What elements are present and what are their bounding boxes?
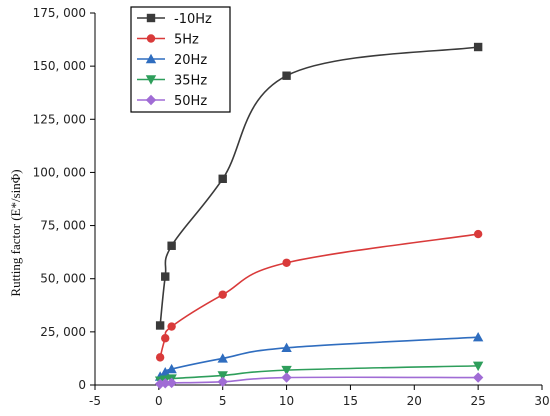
y-axis-title: Rutting factor (E*/sinΦ) [8, 169, 23, 296]
y-tick-label: 50, 000 [40, 272, 86, 286]
legend-label: 20Hz [174, 53, 207, 68]
data-point-20hz [281, 342, 292, 352]
data-point-10hz [282, 71, 291, 80]
x-ticks: -5 0 5 10 15 20 25 30 [89, 385, 550, 408]
x-tick-label: 20 [407, 394, 422, 408]
data-point-10hz [473, 42, 483, 52]
legend-marker [145, 75, 157, 85]
data-point-10hz [167, 241, 176, 250]
data-point-50hz [281, 372, 292, 383]
data-point-10hz [155, 321, 165, 330]
data-point-5hz [218, 290, 227, 299]
legend-item-5hz: 5Hz [137, 33, 199, 48]
data-point-35hz [472, 361, 484, 372]
data-point-35hz [217, 371, 228, 381]
data-point-35hz [281, 365, 292, 376]
series-line-50hz [160, 376, 479, 385]
series-line-20hz [159, 336, 479, 378]
y-tick-label: 25, 000 [40, 325, 86, 339]
x-tick-label: 25 [471, 394, 486, 408]
x-tick-label: 10 [279, 394, 294, 408]
y-tick-label: 125, 000 [33, 112, 86, 126]
data-point-50hz [166, 377, 177, 389]
data-point-5hz [473, 229, 483, 239]
y-tick-label: 75, 000 [40, 219, 86, 233]
data-point-50hz [160, 378, 171, 389]
series-line-35hz [159, 365, 479, 382]
data-point-50hz [472, 372, 484, 383]
legend-marker [145, 53, 157, 64]
legend-label: 35Hz [174, 74, 207, 89]
y-tick-label: 175, 000 [33, 6, 86, 20]
legend-item-50hz: 50Hz [137, 94, 207, 109]
data-point-20hz [166, 363, 177, 374]
legend-item-20hz: 20Hz [137, 53, 207, 68]
series-20hz [154, 331, 484, 381]
x-tick-label: 5 [219, 394, 227, 408]
y-tick-label: 100, 000 [33, 165, 86, 179]
legend-label: 50Hz [174, 94, 207, 109]
legend-item-35hz: 35Hz [137, 74, 207, 89]
y-tick-label: 150, 000 [33, 59, 86, 73]
data-point-5hz [155, 353, 165, 362]
x-tick-label: -5 [89, 394, 101, 408]
data-point-5hz [282, 258, 291, 267]
data-point-20hz [217, 353, 228, 363]
series-5hz [155, 229, 483, 362]
legend-label: -10Hz [174, 12, 212, 27]
legend-marker [146, 34, 156, 43]
x-tick-label: 30 [534, 394, 549, 408]
legend: -10Hz 5Hz 20Hz 35Hz 50Hz [130, 6, 231, 113]
data-point-10hz [218, 174, 227, 184]
y-tick-label: 0 [78, 378, 86, 392]
legend-item-10hz: -10Hz [137, 12, 212, 27]
data-point-5hz [167, 322, 176, 331]
data-point-5hz [161, 334, 170, 343]
data-point-50hz [217, 376, 228, 388]
data-point-10hz [161, 272, 170, 281]
x-tick-label: 15 [343, 394, 358, 408]
legend-marker [145, 94, 157, 106]
data-point-20hz [160, 367, 171, 377]
series-group [154, 42, 484, 390]
data-point-20hz [472, 331, 484, 342]
legend-label: 5Hz [174, 33, 199, 48]
y-ticks: 0 25, 000 50, 000 75, 000 100, 000 125, 000 15… [33, 6, 95, 392]
series-50hz [154, 372, 484, 390]
legend-marker [146, 13, 156, 23]
x-tick-label: 0 [155, 394, 163, 408]
series-10hz [155, 42, 483, 330]
